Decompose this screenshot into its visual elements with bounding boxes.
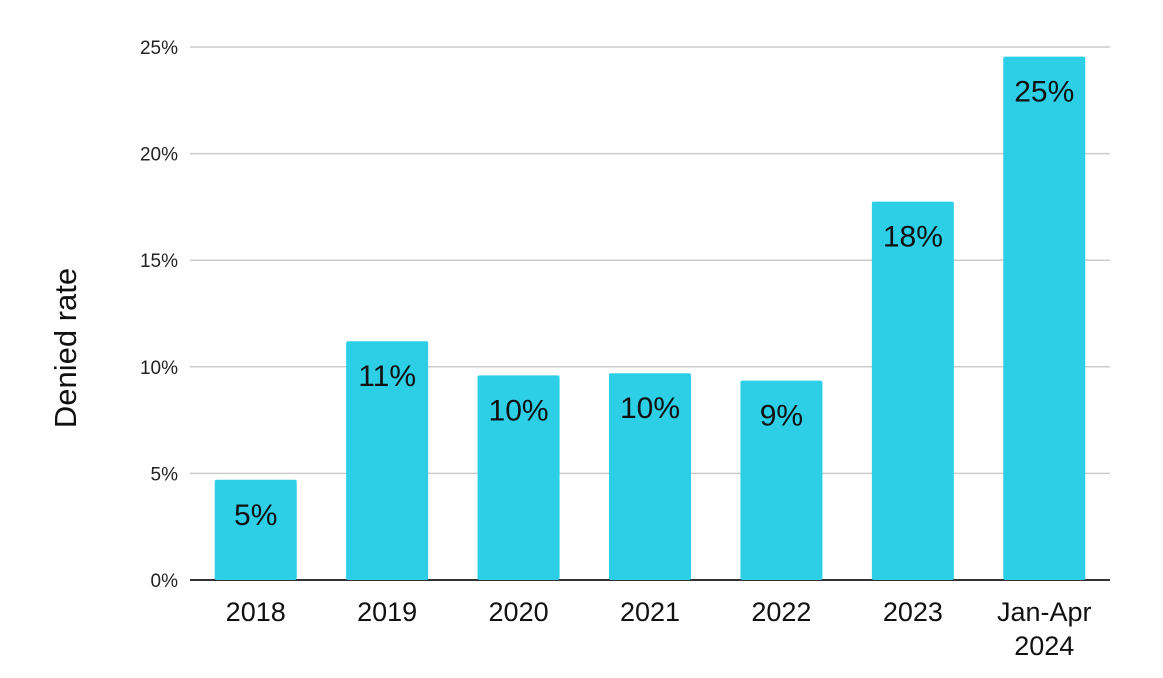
gridlines: [190, 46, 1110, 581]
x-axis-ticks: 2018 2019 2020 2021 2022 2023 Jan-Apr 2024: [226, 597, 1092, 661]
y-tick-label: 10%: [140, 358, 178, 379]
data-label: 5%: [234, 499, 277, 532]
data-label: 10%: [620, 392, 680, 425]
bar: [871, 201, 954, 580]
x-tick-label: 2020: [489, 597, 549, 627]
y-axis-ticks: 0% 5% 10% 15% 20% 25%: [140, 38, 178, 592]
x-tick-label: Jan-Apr 2024: [997, 597, 1092, 661]
y-axis-title: Denied rate: [48, 268, 83, 428]
data-labels: 5% 11% 10% 10% 9% 18% 25%: [234, 76, 1074, 532]
x-tick-label: 2018: [226, 597, 286, 627]
bar: [477, 375, 560, 580]
data-label: 25%: [1014, 76, 1074, 109]
y-tick-label: 0%: [151, 571, 179, 592]
data-label: 9%: [760, 400, 803, 433]
bar: [346, 341, 429, 580]
x-tick-label: 2023: [883, 597, 943, 627]
x-tick-label: 2022: [751, 597, 811, 627]
data-label: 18%: [883, 221, 943, 254]
bar: [740, 380, 823, 580]
x-tick-label: 2019: [357, 597, 417, 627]
data-label: 10%: [489, 394, 549, 427]
y-tick-label: 5%: [151, 464, 179, 485]
data-label: 11%: [358, 360, 416, 393]
bar: [214, 479, 297, 580]
bars: [214, 56, 1086, 581]
bar: [1003, 56, 1086, 581]
y-tick-label: 15%: [140, 251, 178, 272]
bar: [609, 373, 691, 580]
y-tick-label: 20%: [140, 145, 178, 166]
y-tick-label: 25%: [140, 38, 178, 59]
x-tick-label: 2021: [620, 597, 680, 627]
